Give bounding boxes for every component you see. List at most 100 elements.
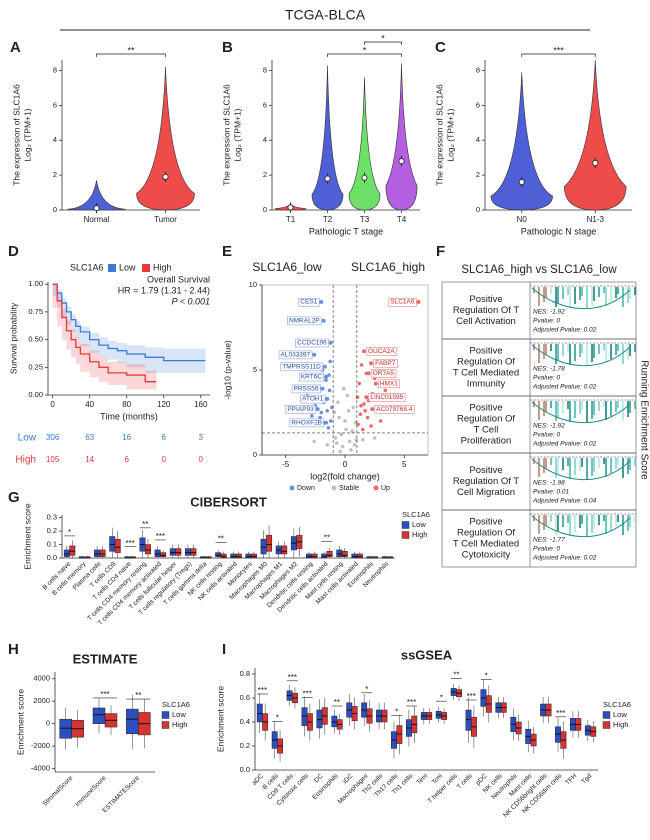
significance-label: * bbox=[68, 528, 71, 537]
point bbox=[349, 448, 353, 452]
point bbox=[336, 400, 340, 405]
y-tick-label: 0 bbox=[46, 719, 50, 728]
y-tick-label: 0.2 bbox=[240, 741, 250, 750]
significance-label: *** bbox=[125, 539, 134, 548]
term-label: Cell Activation bbox=[456, 316, 516, 327]
x-tick-label: T4 bbox=[397, 215, 407, 224]
legend-swatch bbox=[289, 485, 295, 491]
gene-label-box bbox=[388, 297, 417, 307]
risk-count: 306 bbox=[46, 433, 60, 442]
y-tick-label: 0 bbox=[53, 205, 57, 214]
running-score bbox=[531, 458, 631, 481]
box bbox=[175, 548, 182, 556]
box bbox=[154, 549, 161, 557]
gene-point bbox=[370, 407, 375, 412]
panel-letter: E bbox=[222, 243, 232, 260]
risk-count: 0 bbox=[199, 455, 204, 464]
y-tick-label: 0.6 bbox=[240, 693, 250, 702]
point bbox=[339, 432, 344, 437]
legend-swatch bbox=[161, 711, 170, 719]
point bbox=[357, 381, 362, 386]
term-label: Positive bbox=[469, 403, 502, 414]
significance-label: * bbox=[363, 45, 367, 55]
risk-count: 14 bbox=[85, 455, 94, 464]
significance-label: ** bbox=[135, 691, 141, 700]
box bbox=[69, 545, 76, 556]
significance-label: ** bbox=[334, 698, 340, 707]
y-tick-label: 2 bbox=[263, 170, 267, 179]
box bbox=[260, 538, 267, 555]
gene-label-box bbox=[298, 297, 320, 307]
x-tick-label: Normal bbox=[84, 215, 110, 224]
risk-count: 63 bbox=[85, 433, 94, 442]
term-label: Proliferation bbox=[461, 436, 512, 447]
gene-label-box bbox=[285, 405, 316, 414]
point bbox=[359, 363, 364, 367]
box bbox=[301, 707, 308, 726]
x-tick-label: Tem bbox=[415, 773, 429, 787]
legend-swatch bbox=[142, 264, 150, 272]
y-tick-label: 2 bbox=[476, 170, 480, 179]
point bbox=[333, 436, 338, 440]
legend-label: High bbox=[172, 720, 187, 729]
y-tick-label: 6 bbox=[263, 100, 267, 109]
term-label: Regulation Of bbox=[457, 528, 515, 539]
point bbox=[352, 443, 357, 447]
significance-label: *** bbox=[556, 709, 565, 718]
significance-label: * bbox=[395, 708, 398, 717]
point bbox=[359, 403, 363, 408]
legend-label: High bbox=[613, 720, 628, 729]
panel-letter: H bbox=[8, 641, 19, 658]
x-tick-label: 160 bbox=[194, 400, 208, 409]
term-label: T Cell bbox=[474, 425, 499, 436]
y-tick-label: 0.0 bbox=[240, 765, 250, 774]
point bbox=[378, 419, 383, 423]
risk-count: 16 bbox=[122, 433, 131, 442]
x-tick-label: -5 bbox=[282, 460, 290, 469]
box bbox=[160, 552, 167, 557]
box bbox=[326, 551, 333, 557]
y-tick-label: 0.50 bbox=[28, 335, 43, 344]
panel-letter: D bbox=[8, 243, 19, 260]
point bbox=[327, 388, 332, 393]
median-point bbox=[162, 173, 169, 180]
running-score bbox=[531, 344, 631, 367]
term-label: T Cell Mediated bbox=[453, 368, 519, 379]
box bbox=[245, 553, 252, 559]
chart-title: ssGSEA bbox=[401, 647, 453, 662]
y-tick-label: 2 bbox=[53, 170, 57, 179]
box bbox=[109, 536, 116, 552]
significance-label: *** bbox=[303, 690, 312, 699]
significance-label: *** bbox=[100, 690, 109, 699]
significance-label: ** bbox=[324, 533, 330, 542]
term-label: Regulation Of T bbox=[453, 305, 520, 316]
y-tick-label: 4 bbox=[263, 135, 267, 144]
significance-label: *** bbox=[467, 692, 476, 701]
term-label: Positive bbox=[469, 517, 502, 528]
survival-curve bbox=[52, 283, 157, 383]
gene-label-box bbox=[370, 369, 397, 378]
gene-point bbox=[322, 364, 327, 369]
stat-label: Pvalue: 0 bbox=[533, 546, 560, 553]
y-tick-label: -2000 bbox=[31, 741, 50, 750]
y-axis-label: Enrichment score bbox=[15, 689, 25, 755]
y-tick-label: 0 bbox=[263, 205, 267, 214]
y-tick-label: 0.75 bbox=[28, 307, 43, 316]
gene-label: LINC01595 bbox=[370, 394, 403, 401]
box bbox=[356, 553, 363, 559]
x-tick-label: ESTIMATEScore bbox=[101, 774, 141, 814]
point bbox=[326, 426, 331, 430]
gene-point bbox=[320, 386, 325, 391]
box bbox=[126, 708, 139, 735]
legend-swatch bbox=[401, 521, 410, 529]
x-tick-label: Tgd bbox=[580, 772, 593, 785]
y-tick-label: 0.1 bbox=[47, 540, 57, 549]
box bbox=[396, 725, 403, 744]
gene-label-box bbox=[366, 347, 398, 356]
gene-label: KRT6C bbox=[301, 374, 322, 381]
gene-label: PPIAP93 bbox=[287, 406, 314, 413]
point bbox=[338, 449, 343, 454]
y-tick-label: 5 bbox=[253, 365, 257, 374]
box bbox=[145, 544, 151, 555]
stat-label: Pvalue: 0 bbox=[533, 375, 560, 382]
